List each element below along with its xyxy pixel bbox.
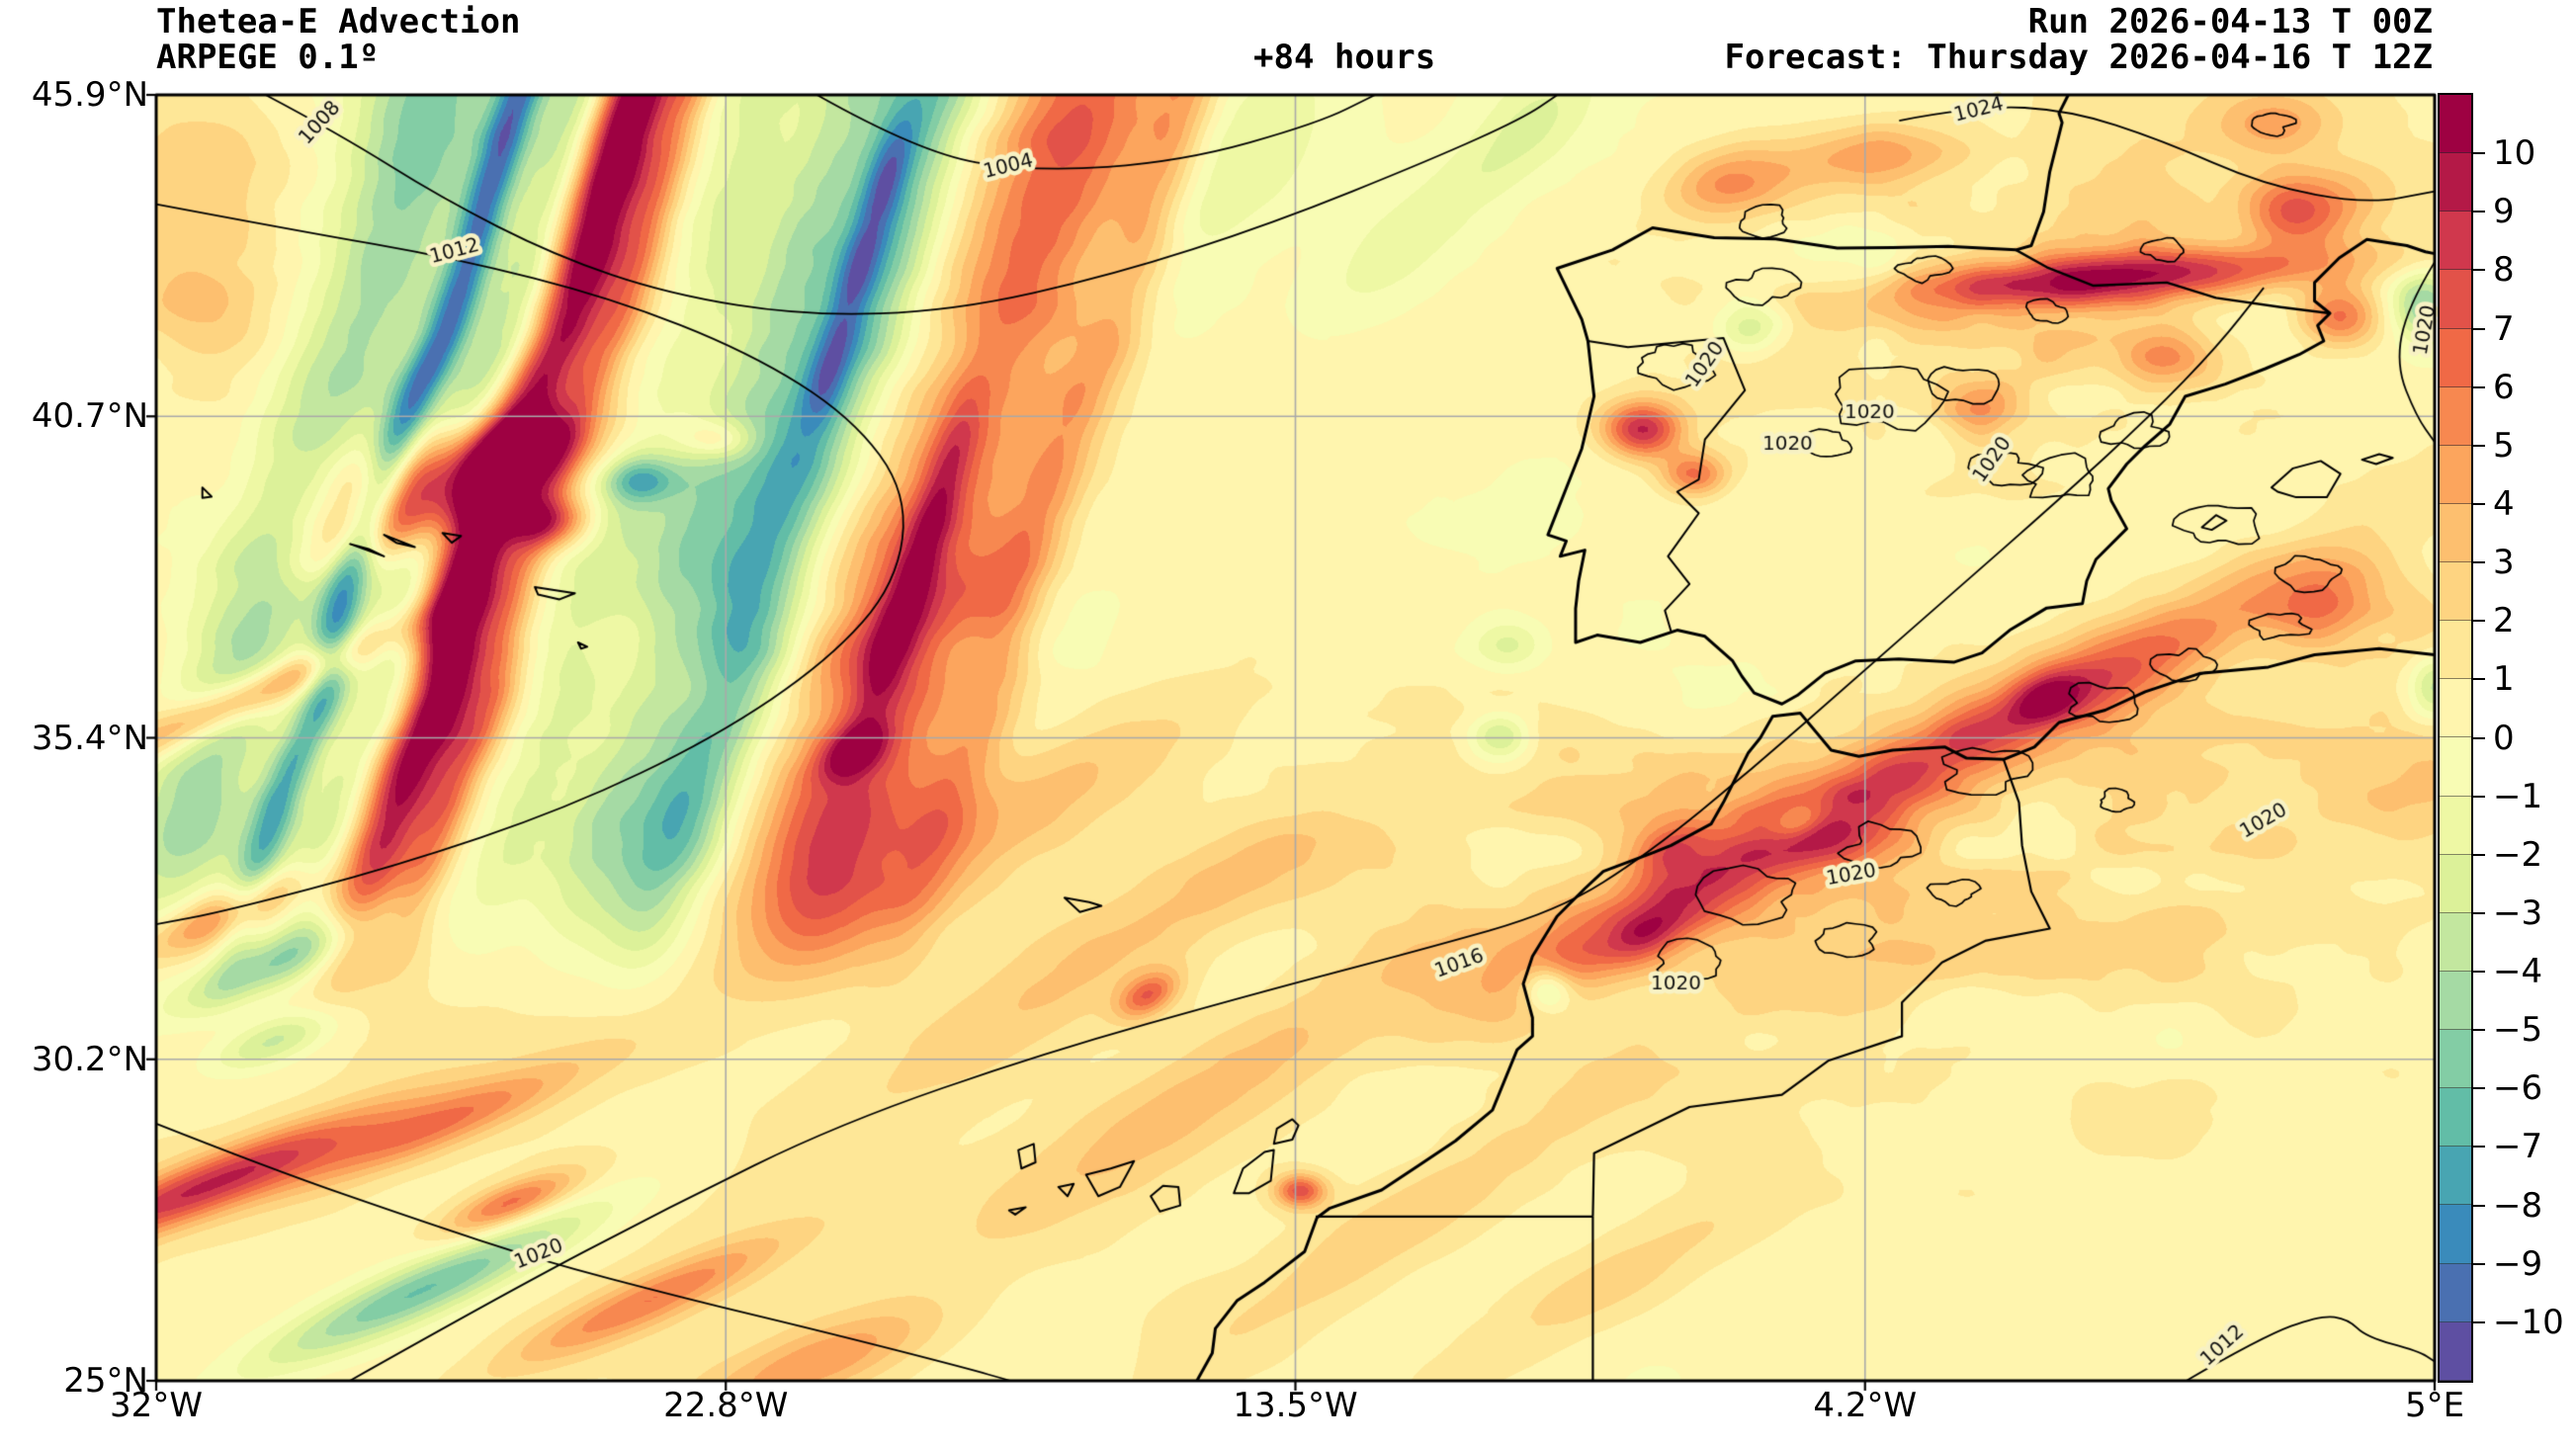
colorbar-tick-mark	[2471, 678, 2485, 681]
colorbar-tick-label: −9	[2493, 1243, 2543, 1284]
colorbar-tick-mark	[2471, 971, 2485, 974]
colorbar-tick-label: −8	[2493, 1185, 2543, 1226]
colorbar-tick-label: −10	[2493, 1302, 2564, 1342]
colorbar-tick-mark	[2471, 502, 2485, 505]
colorbar-tick-mark	[2471, 1320, 2485, 1323]
colorbar-tick-mark	[2471, 211, 2485, 213]
colorbar-tick-label: 6	[2493, 367, 2515, 407]
colorbar-tick-mark	[2471, 444, 2485, 447]
run-label: Run 2026-04-13 T 00Z	[2027, 2, 2433, 42]
colorbar-tick-label: 1	[2493, 659, 2515, 700]
colorbar-tick-mark	[2471, 327, 2485, 330]
x-tick-label: 22.8°W	[663, 1386, 789, 1425]
colorbar-segment	[2440, 153, 2471, 213]
y-tick-label: 25°N	[63, 1361, 148, 1401]
colorbar-segment	[2440, 796, 2471, 855]
colorbar-segment	[2440, 386, 2471, 446]
colorbar-segment	[2440, 1321, 2471, 1381]
colorbar-segment	[2440, 562, 2471, 622]
forecast-label: Forecast: Thursday 2026-04-16 T 12Z	[1724, 38, 2433, 77]
colorbar-tick-label: 3	[2493, 543, 2515, 583]
colorbar-tick-label: 9	[2493, 192, 2515, 232]
colorbar-tick-mark	[2471, 269, 2485, 272]
colorbar-segment	[2440, 854, 2471, 913]
colorbar-segment	[2440, 445, 2471, 504]
colorbar-tick-label: −1	[2493, 776, 2543, 816]
colorbar-segment	[2440, 737, 2471, 797]
model-label: ARPEGE 0.1º	[156, 38, 380, 77]
colorbar-segment	[2440, 1088, 2471, 1148]
y-tick-label: 30.2°N	[31, 1039, 148, 1079]
colorbar-segment	[2440, 95, 2471, 154]
colorbar-tick-label: 10	[2493, 133, 2536, 174]
colorbar-tick-mark	[2471, 1262, 2485, 1265]
colorbar-segment	[2440, 621, 2471, 680]
colorbar-tick-mark	[2471, 1204, 2485, 1207]
lead-time-label: +84 hours	[1253, 38, 1436, 77]
colorbar-tick-mark	[2471, 1029, 2485, 1032]
colorbar-tick-label: 5	[2493, 425, 2515, 466]
colorbar-tick-label: 0	[2493, 718, 2515, 758]
x-tick-label: 32°W	[110, 1386, 203, 1425]
colorbar-segment	[2440, 503, 2471, 562]
colorbar-segment	[2440, 912, 2471, 972]
colorbar-segment	[2440, 1263, 2471, 1322]
x-tick-label: 5°E	[2404, 1386, 2465, 1425]
chart-title: Thetea-E Advection	[156, 2, 521, 42]
colorbar-tick-mark	[2471, 736, 2485, 739]
colorbar-segment	[2440, 1147, 2471, 1206]
colorbar-tick-label: −3	[2493, 893, 2543, 933]
colorbar-tick-mark	[2471, 152, 2485, 155]
colorbar-tick-mark	[2471, 1087, 2485, 1090]
colorbar-tick-label: 2	[2493, 601, 2515, 641]
colorbar-tick-label: 4	[2493, 483, 2515, 524]
colorbar-tick-label: −5	[2493, 1010, 2543, 1051]
y-tick-label: 35.4°N	[31, 718, 148, 758]
colorbar-tick-mark	[2471, 561, 2485, 564]
colorbar-tick-label: 8	[2493, 250, 2515, 291]
x-tick-label: 4.2°W	[1813, 1386, 1918, 1425]
colorbar-tick-label: −2	[2493, 834, 2543, 875]
colorbar-segment	[2440, 1030, 2471, 1089]
colorbar-segment	[2440, 328, 2471, 387]
colorbar-segment	[2440, 1205, 2471, 1264]
colorbar-tick-label: −4	[2493, 952, 2543, 992]
colorbar-segment	[2440, 212, 2471, 271]
y-tick-label: 40.7°N	[31, 396, 148, 437]
colorbar-segment	[2440, 679, 2471, 738]
colorbar-tick-mark	[2471, 620, 2485, 623]
colorbar-tick-mark	[2471, 385, 2485, 388]
colorbar-tick-mark	[2471, 1146, 2485, 1148]
x-tick-label: 13.5°W	[1233, 1386, 1358, 1425]
colorbar	[2438, 93, 2473, 1383]
colorbar-tick-label: −6	[2493, 1068, 2543, 1109]
colorbar-segment	[2440, 971, 2471, 1030]
colorbar-tick-label: −7	[2493, 1127, 2543, 1167]
colorbar-tick-label: 7	[2493, 308, 2515, 349]
colorbar-tick-mark	[2471, 795, 2485, 798]
colorbar-tick-mark	[2471, 911, 2485, 914]
y-tick-label: 45.9°N	[31, 75, 148, 115]
colorbar-segment	[2440, 270, 2471, 329]
colorbar-tick-mark	[2471, 853, 2485, 856]
